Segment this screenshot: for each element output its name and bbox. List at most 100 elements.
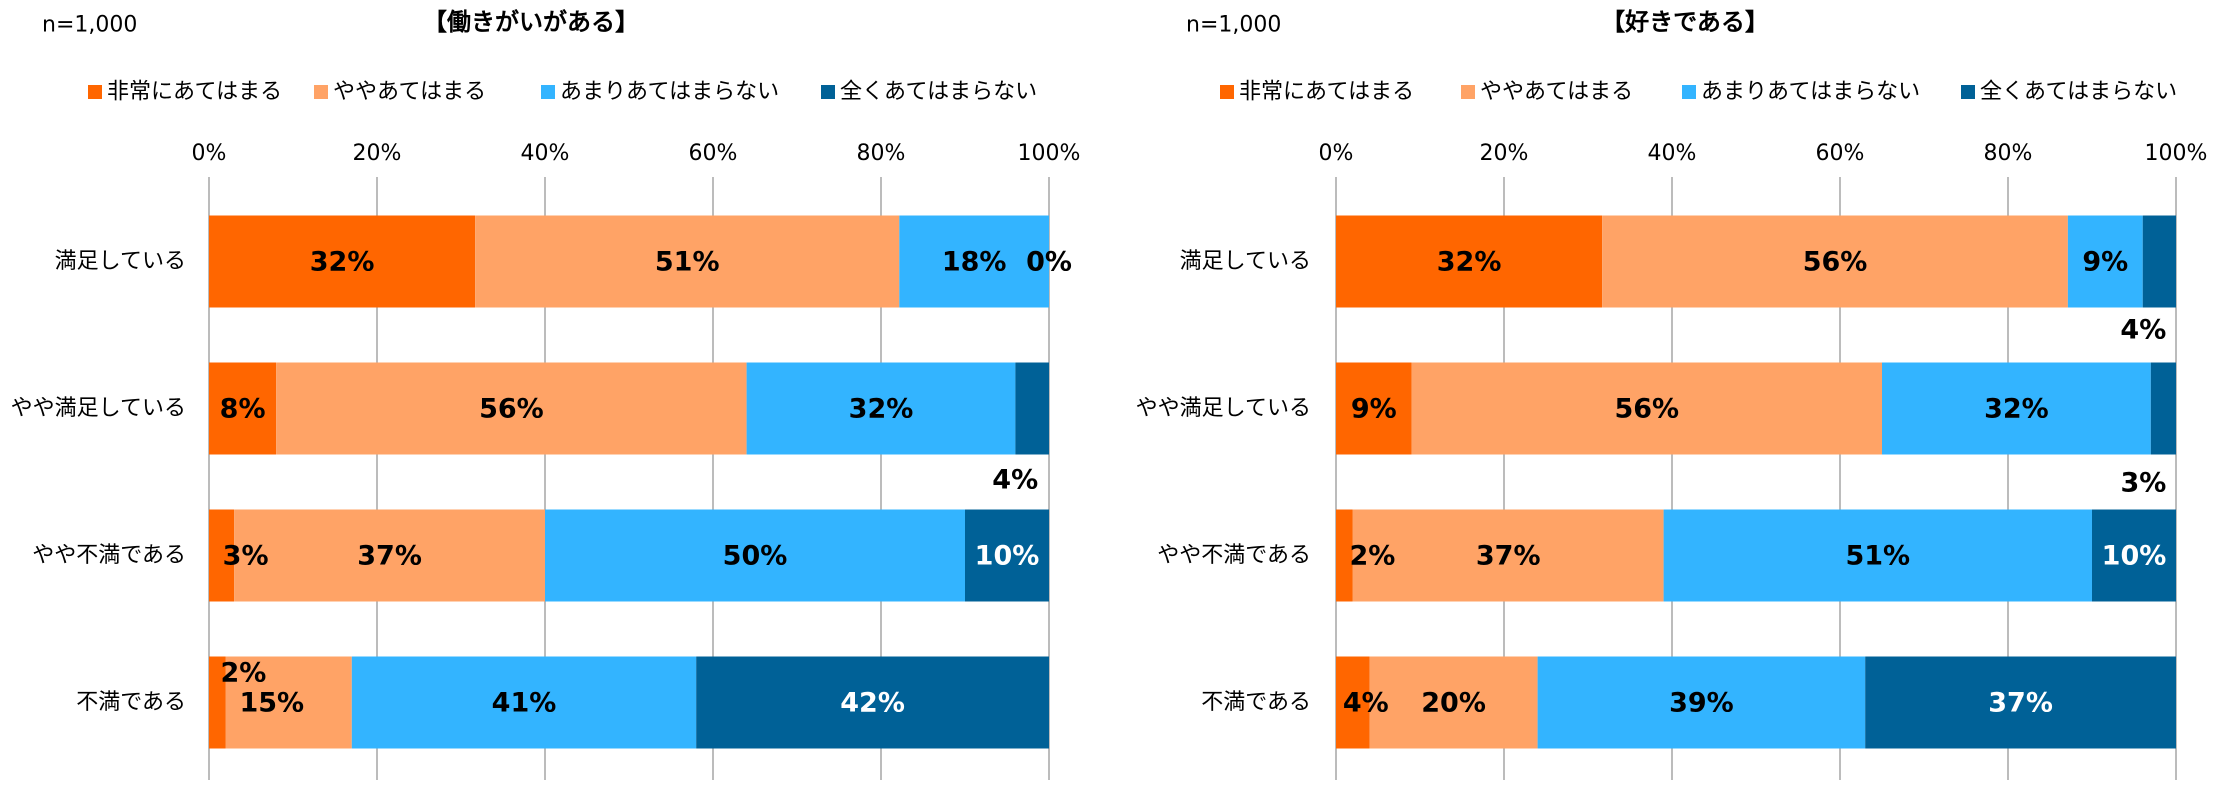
bar-not-at-all-true [696, 656, 1049, 749]
bar-somewhat-true [475, 215, 900, 308]
legend-item-not-at-all-true: 全くあてはまらない [821, 80, 1037, 105]
bar-not-at-all-true [2142, 215, 2176, 308]
data-label-unit: % [760, 540, 787, 571]
bar-very-true [209, 362, 277, 455]
data-label-unit: % [395, 540, 422, 571]
data-label-unit: % [1012, 540, 1039, 571]
x-tick-label: 80% [1984, 141, 2033, 166]
data-label-very-true: 2% [220, 657, 266, 688]
category-label: やや満足している [1136, 396, 1311, 421]
bar-row: やや不満である 3% 37% 50% 10% [32, 509, 1049, 602]
legend-label-very-true: 非常にあてはまる [107, 80, 282, 105]
data-label-unit: % [1652, 393, 1679, 424]
data-label-unit: % [2022, 393, 2049, 424]
data-label-value: 4 [2120, 314, 2139, 345]
data-label-value: 20 [1421, 687, 1459, 718]
data-label-unit: % [1370, 393, 1397, 424]
x-tick-label: 100% [2145, 141, 2208, 166]
data-label-unit: % [239, 657, 266, 688]
category-label: やや満足している [11, 396, 186, 421]
x-tick-unit: % [2012, 141, 2033, 166]
x-tick-unit: % [1844, 141, 1865, 166]
legend-item-not-at-all-true: 全くあてはまらない [1961, 80, 2177, 105]
data-label-value: 3 [223, 540, 242, 571]
category-label: やや不満である [1157, 543, 1311, 568]
data-label-value: 2 [220, 657, 239, 688]
legend-label-somewhat-true: ややあてはまる [333, 80, 486, 105]
bar-not-very-true [1537, 656, 1866, 749]
data-label-unit: % [1513, 540, 1540, 571]
legend-label-somewhat-true: ややあてはまる [1480, 80, 1633, 105]
data-label-not-at-all-true: 10% [975, 540, 1040, 571]
legend-label-not-very-true: あまりあてはまらない [1701, 80, 1920, 105]
data-label-value: 41 [492, 687, 530, 718]
bar-somewhat-true [1602, 215, 2068, 308]
legend-swatch-somewhat-true [1461, 85, 1475, 99]
data-label-value: 39 [1669, 687, 1707, 718]
bar-somewhat-true [1352, 509, 1664, 602]
data-label-unit: % [2139, 467, 2166, 498]
legend-item-somewhat-true: ややあてはまる [1461, 80, 1633, 105]
x-tick-value: 20 [353, 141, 381, 166]
x-tick-label: 100% [1018, 141, 1081, 166]
category-label: 不満である [1201, 690, 1311, 715]
bar-not-at-all-true [1865, 656, 2176, 749]
x-tick-value: 100 [2145, 141, 2187, 166]
data-label-not-very-true: 32% [849, 393, 914, 424]
legend-label-not-at-all-true: 全くあてはまらない [1980, 80, 2177, 105]
x-tick-unit: % [1508, 141, 1529, 166]
data-label-not-very-true: 51% [1845, 540, 1910, 571]
bar-not-very-true [1663, 509, 2092, 602]
x-tick-unit: % [1333, 141, 1354, 166]
legend: 非常にあてはまる ややあてはまる あまりあてはまらない 全くあてはまらない [1220, 80, 2177, 105]
data-label-unit: % [1011, 464, 1038, 495]
x-tick-value: 20 [1480, 141, 1508, 166]
data-label-value: 9 [1351, 393, 1370, 424]
legend-swatch-very-true [88, 85, 102, 99]
bar-very-true [209, 656, 226, 749]
data-label-value: 32 [1984, 393, 2022, 424]
data-label-value: 51 [655, 246, 693, 277]
data-label-unit: % [529, 687, 556, 718]
sample-size-note: n=1,000 [42, 13, 137, 38]
data-label-unit: % [238, 393, 265, 424]
x-tick-unit: % [1676, 141, 1697, 166]
bar-somewhat-true [234, 509, 545, 602]
data-label-not-very-true: 41% [492, 687, 557, 718]
data-label-value: 37 [357, 540, 395, 571]
x-tick-label: 60% [689, 141, 738, 166]
bar-very-true [1336, 509, 1353, 602]
bar-row: 満足している 32% 56% 9%4% [1180, 215, 2176, 345]
x-tick-label: 80% [857, 141, 906, 166]
x-tick-value: 40 [1648, 141, 1676, 166]
data-label-value: 8 [220, 393, 239, 424]
data-label-very-true: 9% [1351, 393, 1397, 424]
bar-row: やや不満である 2% 37% 51% 10% [1157, 509, 2176, 602]
data-label-somewhat-true: 37% [357, 540, 422, 571]
data-label-unit: % [277, 687, 304, 718]
data-label-somewhat-true: 51% [655, 246, 720, 277]
data-label-very-true: 32% [1437, 246, 1502, 277]
data-label-somewhat-true: 56% [479, 393, 544, 424]
data-label-unit: % [2139, 314, 2166, 345]
data-label-unit: % [2101, 246, 2128, 277]
bar-somewhat-true [276, 362, 747, 455]
data-label-not-at-all-true: 4% [2120, 314, 2166, 345]
data-label-very-true: 8% [220, 393, 266, 424]
data-label-unit: % [692, 246, 719, 277]
bar-somewhat-true [1369, 656, 1538, 749]
data-label-somewhat-true: 15% [239, 687, 304, 718]
data-label-not-at-all-true: 37% [1988, 687, 2053, 718]
bar-not-at-all-true [2150, 362, 2176, 455]
bar-row: 満足している 32% 51% 18% 0% [55, 215, 1072, 308]
legend-item-not-very-true: あまりあてはまらない [541, 80, 779, 105]
bar-not-very-true [2067, 215, 2143, 308]
chart-title: 【働きがいがある】 [423, 8, 639, 36]
data-label-value: 18 [942, 246, 980, 277]
x-tick-label: 60% [1816, 141, 1865, 166]
data-label-somewhat-true: 56% [1614, 393, 1679, 424]
data-label-unit: % [1459, 687, 1486, 718]
data-label-value: 9 [2082, 246, 2101, 277]
legend-swatch-not-at-all-true [1961, 85, 1975, 99]
